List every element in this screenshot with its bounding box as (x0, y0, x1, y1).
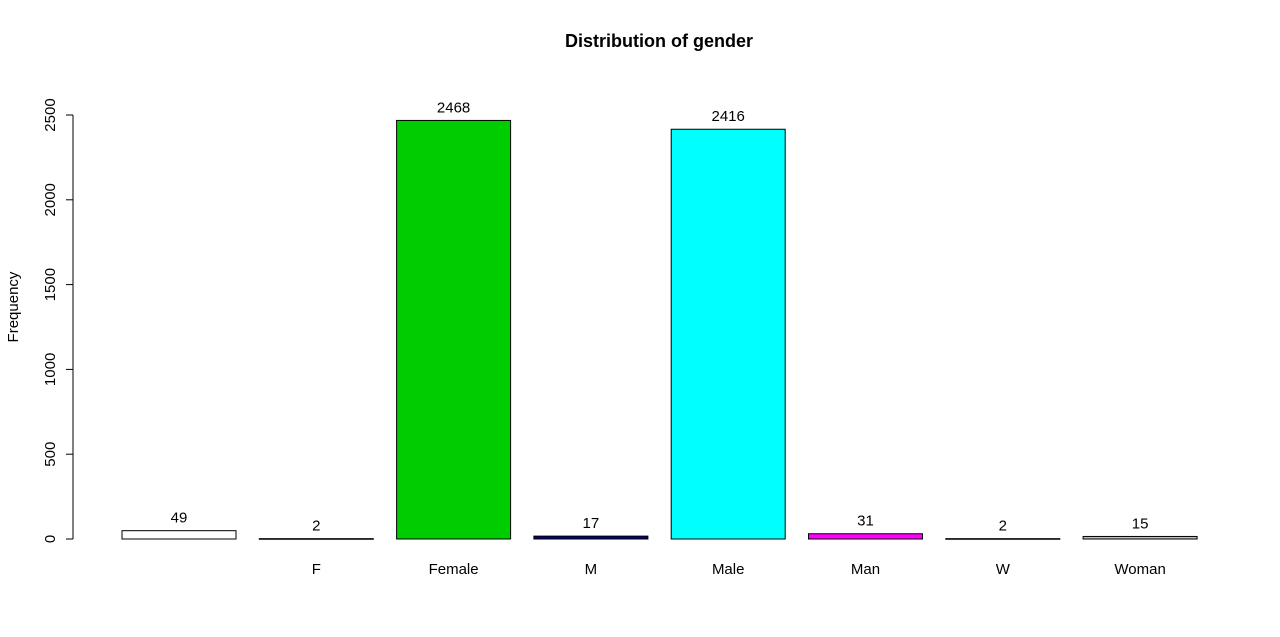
bar-value-label: 31 (857, 513, 874, 530)
value-labels: 49 2 2468 17 2416 31 2 15 (171, 99, 1149, 534)
bar (533, 535, 649, 540)
y-tick-label: 2500 (42, 98, 59, 131)
bar-value-label: 15 (1132, 515, 1149, 532)
bar-value-label: 49 (171, 510, 188, 527)
bar-value-label: 2 (312, 518, 320, 535)
chart-title: Distribution of gender (565, 31, 753, 51)
y-tick-label: 1500 (42, 268, 59, 301)
bar-value-label: 17 (583, 515, 600, 532)
bar (808, 533, 923, 540)
bar (945, 538, 1061, 540)
category-label: M (585, 561, 598, 578)
category-label: F (312, 561, 321, 578)
bar (1082, 535, 1198, 540)
bar-value-label: 2 (999, 518, 1007, 535)
y-tick-label: 0 (42, 535, 59, 543)
bar-value-label: 2468 (437, 99, 470, 116)
y-tick-label: 1000 (42, 353, 59, 386)
bar-value-label: 2416 (712, 108, 745, 125)
bars (121, 119, 1198, 540)
category-label: Woman (1114, 561, 1165, 578)
y-tick-label: 2000 (42, 183, 59, 216)
category-label: Man (851, 561, 880, 578)
y-axis-title: Frequency (5, 271, 22, 342)
bar (258, 538, 374, 540)
bar (670, 128, 786, 540)
y-tick-label: 500 (42, 442, 59, 467)
category-label: Female (429, 561, 479, 578)
category-label: W (996, 561, 1011, 578)
category-label: Male (712, 561, 745, 578)
y-axis: 0 500 1000 1500 2000 2500 (42, 98, 74, 543)
bar (121, 530, 237, 540)
category-labels: F Female M Male Man W Woman (312, 561, 1166, 578)
bar (396, 119, 512, 540)
